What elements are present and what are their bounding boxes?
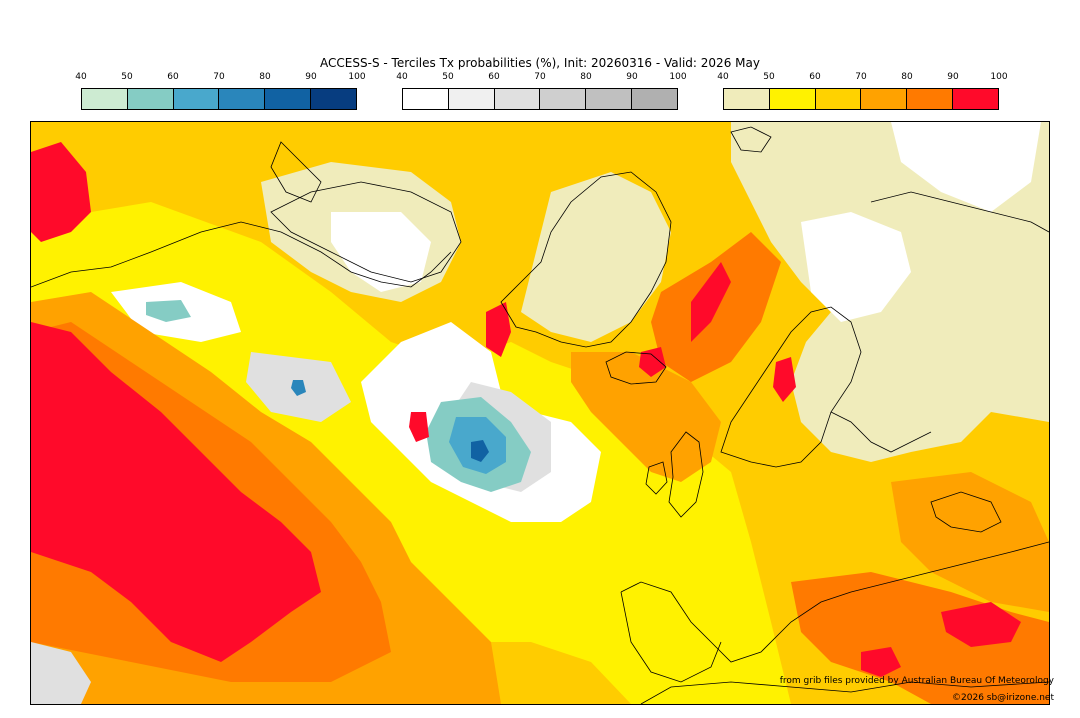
coast-greenland bbox=[500, 171, 672, 348]
coast-svalbard bbox=[730, 126, 772, 153]
coast-scandinavia bbox=[720, 306, 862, 468]
red-region-nw bbox=[31, 142, 91, 242]
swatch bbox=[448, 89, 495, 109]
swatch bbox=[953, 89, 998, 109]
swatch bbox=[907, 89, 954, 109]
colorbar-tick: 50 bbox=[121, 72, 133, 82]
coast-black-sea bbox=[930, 491, 1002, 533]
red-region-east-med bbox=[941, 602, 1021, 647]
red-region-central-atlantic bbox=[409, 412, 429, 442]
coast-hudson bbox=[270, 141, 322, 203]
swatch bbox=[815, 89, 862, 109]
colorbar-swatches bbox=[723, 88, 999, 110]
colorbar-tick: 100 bbox=[990, 72, 1008, 82]
colorbar-tick: 60 bbox=[167, 72, 179, 82]
colorbar-near-normal: 40 50 60 70 80 90 100 bbox=[396, 72, 687, 110]
cream-region-greenland bbox=[521, 172, 671, 342]
colorbar-tick: 100 bbox=[348, 72, 366, 82]
colorbar-tick: 80 bbox=[901, 72, 913, 82]
swatch bbox=[311, 89, 356, 109]
swatch bbox=[82, 89, 128, 109]
swatch bbox=[724, 89, 770, 109]
red-region-west-atlantic bbox=[31, 322, 321, 662]
swatch bbox=[403, 89, 449, 109]
swatch bbox=[494, 89, 541, 109]
swatch bbox=[173, 89, 220, 109]
colorbar-tick: 70 bbox=[855, 72, 867, 82]
colorbar-tick: 90 bbox=[947, 72, 959, 82]
colorbar-below-normal: 40 50 60 70 80 90 100 bbox=[75, 72, 366, 110]
colorbar-swatches bbox=[81, 88, 357, 110]
orange-region-east-med bbox=[891, 472, 1049, 612]
teal-patch-labrador bbox=[146, 300, 191, 322]
colorbar-tick: 80 bbox=[580, 72, 592, 82]
coast-iberia bbox=[620, 591, 722, 683]
dark-blue-region bbox=[471, 440, 489, 462]
colorbar-tick: 40 bbox=[717, 72, 729, 82]
swatch bbox=[127, 89, 174, 109]
swatch bbox=[769, 89, 816, 109]
colorbar-tick: 90 bbox=[626, 72, 638, 82]
red-region-norway bbox=[691, 262, 731, 342]
map-canvas bbox=[31, 122, 1049, 704]
colorbar-tick: 70 bbox=[213, 72, 225, 82]
orange-region-east-atlantic bbox=[571, 352, 721, 482]
colorbar-tick: 100 bbox=[669, 72, 687, 82]
red-region-aegean bbox=[861, 647, 901, 677]
colorbar-tick: 70 bbox=[534, 72, 546, 82]
coast-russia-north bbox=[870, 191, 1049, 233]
colorbar-swatches bbox=[402, 88, 678, 110]
colorbar-tick: 40 bbox=[396, 72, 408, 82]
coast-canada bbox=[31, 221, 452, 288]
colorbar-tick: 90 bbox=[305, 72, 317, 82]
swatch bbox=[861, 89, 908, 109]
coast-north-africa bbox=[640, 681, 1049, 704]
swatch bbox=[219, 89, 266, 109]
white-region-scandinavia-east bbox=[801, 212, 911, 322]
colorbar-above-normal: 40 50 60 70 80 90 100 bbox=[717, 72, 1008, 110]
swatch bbox=[586, 89, 633, 109]
colorbar-tick: 80 bbox=[259, 72, 271, 82]
colorbar-tick: 40 bbox=[75, 72, 87, 82]
white-patch-ne bbox=[891, 122, 1041, 212]
swatch bbox=[265, 89, 312, 109]
coast-iceland bbox=[605, 351, 667, 385]
colorbar-tick: 50 bbox=[763, 72, 775, 82]
red-region-sweden bbox=[773, 357, 796, 402]
coast-britain bbox=[668, 431, 704, 518]
colorbar-tick: 60 bbox=[488, 72, 500, 82]
colorbar-tick: 50 bbox=[442, 72, 454, 82]
white-region-baffin bbox=[331, 212, 431, 292]
map-title: ACCESS-S - Terciles Tx probabilities (%)… bbox=[320, 56, 760, 70]
coastlines bbox=[31, 126, 1049, 704]
coast-ireland bbox=[645, 461, 668, 495]
colorbar-tick: 60 bbox=[809, 72, 821, 82]
grey-patch-sw bbox=[31, 642, 91, 704]
copyright-text: ©2026 sb@irizone.net bbox=[952, 693, 1054, 703]
probability-map bbox=[30, 121, 1050, 705]
coast-baltic bbox=[830, 411, 932, 453]
blue-patch-small bbox=[291, 380, 306, 396]
red-region-greenland-se bbox=[486, 302, 511, 357]
red-region-iceland bbox=[639, 347, 666, 377]
swatch bbox=[632, 89, 677, 109]
data-credit: from grib files provided by Australian B… bbox=[779, 676, 1054, 686]
swatch bbox=[540, 89, 587, 109]
coast-baffin bbox=[270, 181, 462, 283]
coast-europe bbox=[620, 541, 1049, 663]
